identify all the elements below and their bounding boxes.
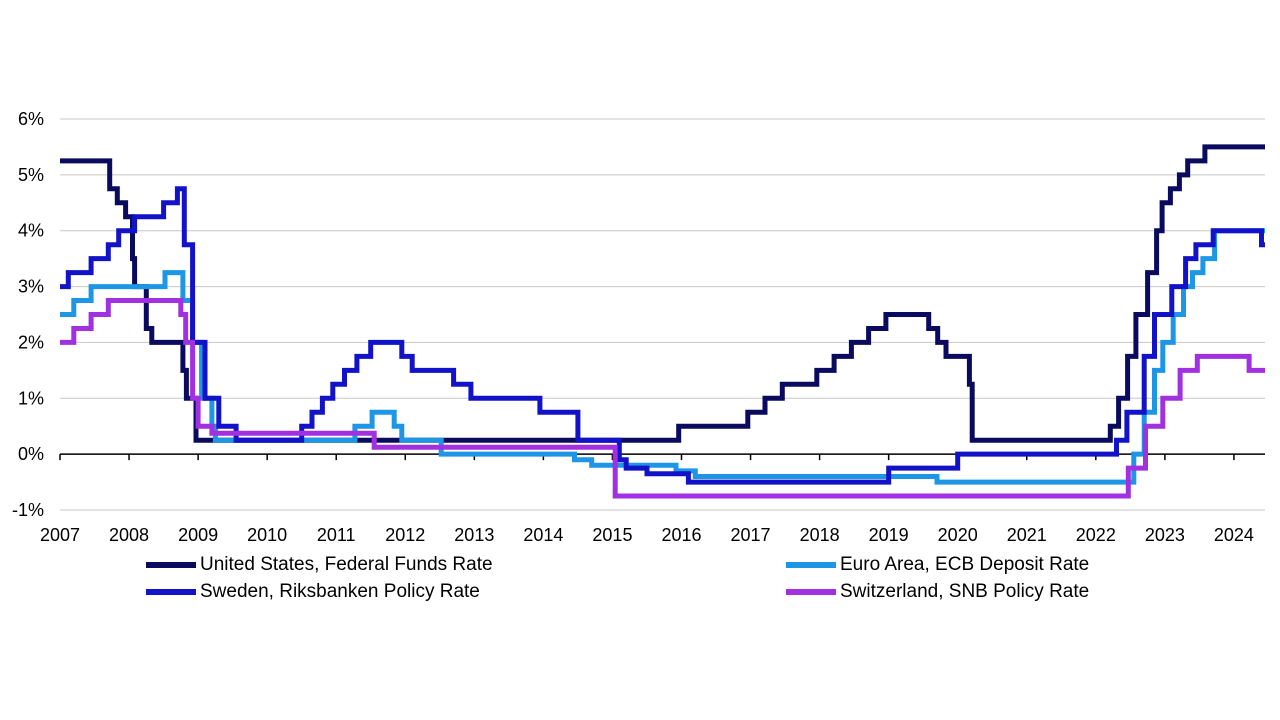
x-tick-label: 2021 [1007, 525, 1047, 545]
y-axis-labels: -1% 0% 1% 2% 3% 4% 5% 6% [12, 109, 44, 520]
y-tick-label: 2% [18, 332, 44, 352]
x-tick-label: 2012 [385, 525, 425, 545]
x-tick-label: 2007 [40, 525, 80, 545]
x-tick-label: 2018 [800, 525, 840, 545]
x-tick-label: 2016 [661, 525, 701, 545]
x-axis: 2007 2008 2009 2010 2011 2012 2013 2014 2015 2016… [40, 453, 1265, 545]
x-tick-label: 2019 [869, 525, 909, 545]
series-lines [60, 144, 1265, 499]
y-tick-label: 3% [18, 277, 44, 297]
series-us-federal-funds-rate [60, 144, 1265, 443]
x-tick-label: 2015 [592, 525, 632, 545]
y-tick-label: 1% [18, 388, 44, 408]
x-tick-label: 2008 [109, 525, 149, 545]
legend-swatch-sweden [146, 589, 196, 595]
legend-swatch-us [146, 562, 196, 568]
y-tick-label: 5% [18, 165, 44, 185]
legend: United States, Federal Funds Rate Euro A… [0, 552, 1280, 612]
x-tick-label: 2013 [454, 525, 494, 545]
legend-item-us: United States, Federal Funds Rate [146, 552, 493, 578]
y-tick-label: -1% [12, 500, 44, 520]
series-switzerland-snb-policy-rate [60, 298, 1265, 499]
legend-label-us: United States, Federal Funds Rate [200, 554, 493, 575]
x-tick-label: 2023 [1145, 525, 1185, 545]
x-tick-label: 2017 [731, 525, 771, 545]
legend-swatch-euro [786, 562, 836, 568]
x-tick-label: 2009 [178, 525, 218, 545]
y-tick-label: 6% [18, 109, 44, 129]
x-tick-label: 2020 [938, 525, 978, 545]
series-sweden-riksbanken-policy-rate [60, 186, 1265, 485]
legend-item-euro: Euro Area, ECB Deposit Rate [786, 552, 1089, 578]
legend-label-euro: Euro Area, ECB Deposit Rate [840, 554, 1090, 575]
x-tick-label: 2022 [1076, 525, 1116, 545]
legend-item-sweden: Sweden, Riksbanken Policy Rate [146, 579, 480, 605]
y-tick-label: 4% [18, 221, 44, 241]
x-tick-label: 2014 [523, 525, 563, 545]
legend-label-switzerland: Switzerland, SNB Policy Rate [840, 581, 1090, 602]
y-tick-label: 0% [18, 444, 44, 464]
legend-item-switzerland: Switzerland, SNB Policy Rate [786, 579, 1089, 605]
x-tick-label: 2011 [317, 525, 356, 545]
legend-label-sweden: Sweden, Riksbanken Policy Rate [200, 581, 480, 602]
legend-swatch-switzerland [786, 589, 836, 595]
gridlines [60, 118, 1265, 511]
x-tick-label: 2010 [247, 525, 287, 545]
series-euro-area-ecb-deposit-rate [60, 228, 1265, 485]
x-tick-label: 2024 [1214, 525, 1254, 545]
